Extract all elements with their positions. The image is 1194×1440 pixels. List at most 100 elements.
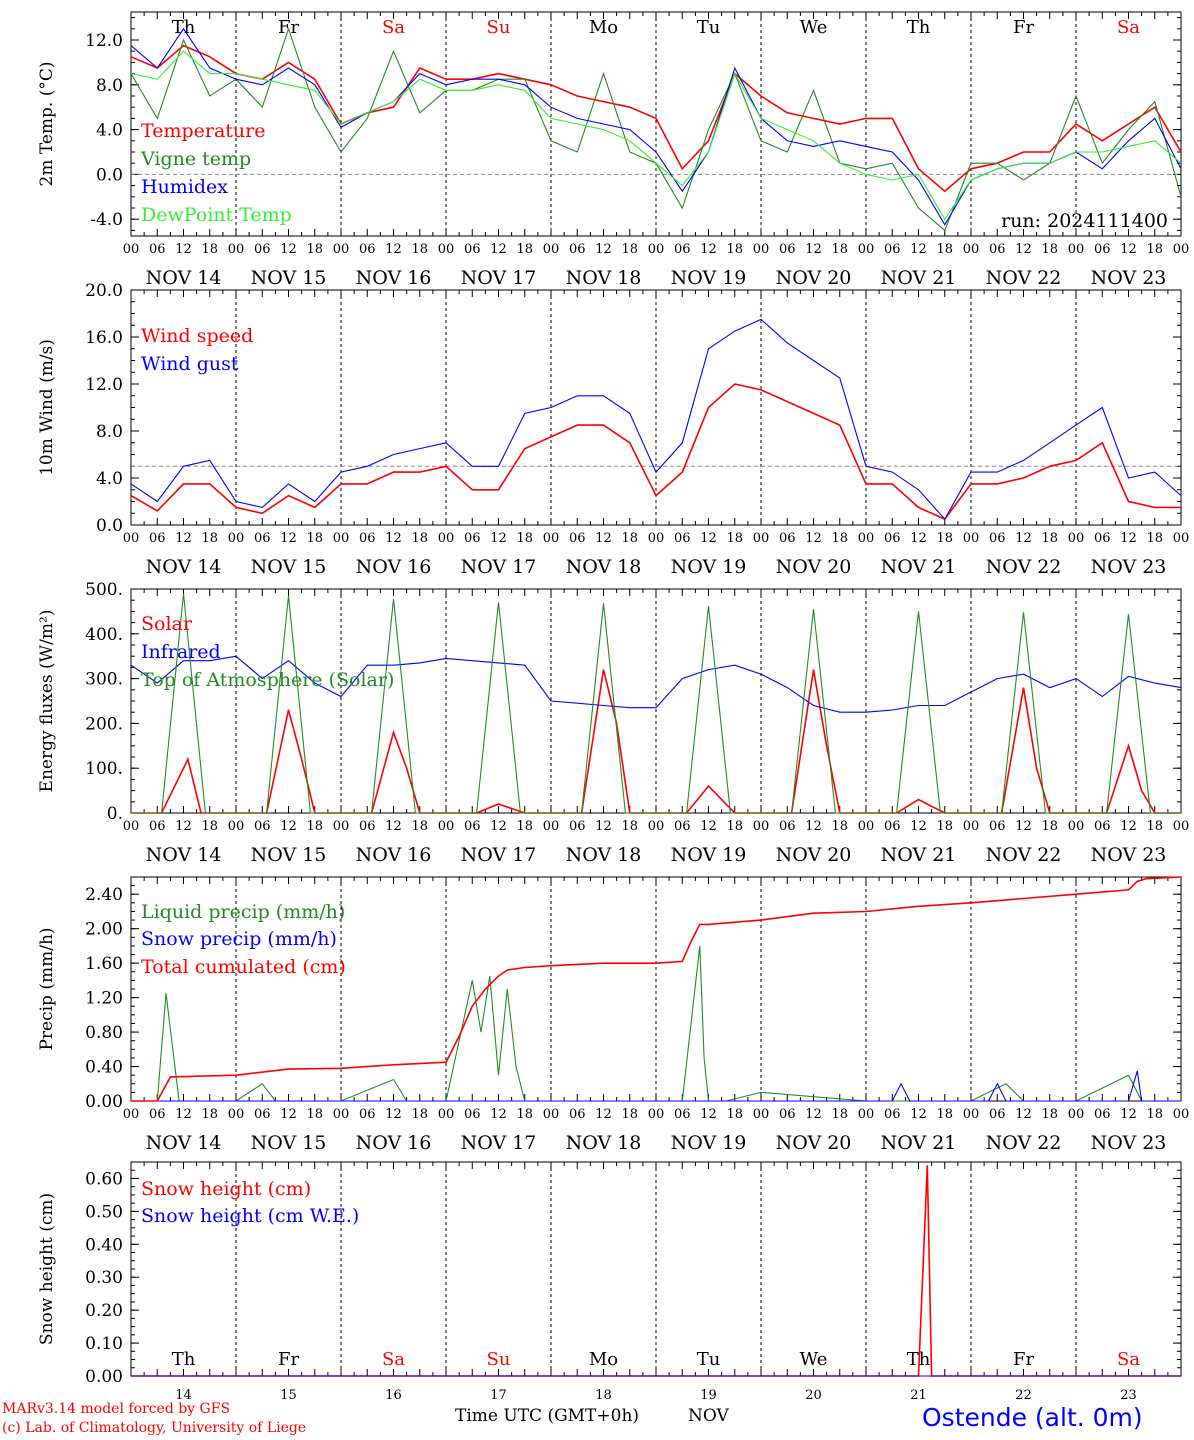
hour-label: 12: [805, 531, 822, 546]
hour-label: 00: [963, 531, 980, 546]
day-name-label: Th: [172, 1349, 196, 1370]
day-name-label: Sa: [382, 17, 405, 38]
date-label: NOV 19: [671, 1132, 747, 1154]
y-tick-label: 0.40: [85, 1235, 123, 1255]
hour-label: 00: [648, 1107, 665, 1122]
hour-label: 12: [175, 1107, 192, 1122]
hour-label: 12: [805, 1107, 822, 1122]
hour-label: 00: [123, 1107, 140, 1122]
hour-label: 06: [149, 1107, 166, 1122]
hour-label: 00: [753, 819, 770, 834]
series-total-cumulated-cm: [131, 876, 1182, 1102]
day-name-label: Th: [172, 17, 196, 38]
hour-label: 06: [674, 1107, 691, 1122]
hour-label: 00: [438, 242, 455, 257]
hour-label: 12: [385, 531, 402, 546]
hour-label: 00: [123, 819, 140, 834]
hour-label: 00: [1173, 242, 1190, 257]
hour-label: 00: [648, 819, 665, 834]
hour-label: 06: [884, 531, 901, 546]
day-name-label: Th: [907, 17, 931, 38]
date-label: NOV 21: [881, 556, 957, 578]
hour-label: 12: [280, 819, 297, 834]
date-label: NOV 14: [146, 556, 222, 578]
hour-label: 12: [1120, 242, 1137, 257]
hour-label: 06: [779, 1107, 796, 1122]
hour-label: 12: [1120, 531, 1137, 546]
date-label: NOV 16: [356, 844, 432, 866]
legend-entry: Humidex: [141, 176, 228, 198]
hour-label: 18: [306, 819, 323, 834]
date-label: NOV 16: [356, 1132, 432, 1154]
y-tick-label: 0.60: [85, 1169, 123, 1189]
legend-entry: Snow precip (mm/h): [141, 928, 337, 950]
hour-label: 06: [674, 531, 691, 546]
hour-label: 18: [411, 1107, 428, 1122]
hour-label: 18: [1146, 819, 1163, 834]
hour-label: 00: [543, 531, 560, 546]
date-label: NOV 20: [776, 556, 852, 578]
day-name-label: Su: [487, 1349, 511, 1370]
hour-label: 18: [411, 242, 428, 257]
hour-label: 06: [254, 1107, 271, 1122]
date-label: NOV 21: [881, 844, 957, 866]
hour-label: 18: [621, 1107, 638, 1122]
hour-label: 18: [936, 242, 953, 257]
hour-label: 18: [831, 242, 848, 257]
hour-label: 12: [175, 531, 192, 546]
hour-label: 00: [438, 819, 455, 834]
hour-label: 06: [779, 819, 796, 834]
panel-temp: -4.0 0.0 4.0 8.0 12.0 2m Temp. (°C) 00 06 12 18 00…: [37, 11, 1190, 289]
hour-label: 06: [254, 531, 271, 546]
y-tick-label: 0.30: [85, 1268, 123, 1288]
hour-label: 00: [1068, 1107, 1085, 1122]
hour-label: 18: [516, 242, 533, 257]
day-name-label: We: [800, 17, 828, 38]
hour-label: 18: [1041, 1107, 1058, 1122]
legend-entry: DewPoint Temp: [141, 204, 292, 226]
day-name-label: Sa: [382, 1349, 405, 1370]
hour-label: 06: [989, 1107, 1006, 1122]
hour-label: 12: [700, 1107, 717, 1122]
date-label: NOV 22: [986, 1132, 1062, 1154]
y-tick-label: 100.: [85, 759, 123, 779]
hour-label: 00: [1173, 819, 1190, 834]
date-label: NOV 22: [986, 844, 1062, 866]
hour-label: 00: [228, 242, 245, 257]
legend-entry: Total cumulated (cm): [141, 956, 346, 978]
hour-label: 18: [306, 1107, 323, 1122]
date-label: NOV 14: [146, 844, 222, 866]
hour-label: 06: [359, 1107, 376, 1122]
hour-label: 06: [464, 531, 481, 546]
y-tick-label: 1.60: [85, 954, 123, 974]
hour-label: 06: [254, 242, 271, 257]
hour-label: 18: [516, 531, 533, 546]
date-label: NOV 21: [881, 1132, 957, 1154]
date-label: NOV 18: [566, 267, 642, 289]
hour-label: 18: [936, 531, 953, 546]
day-number-label: 16: [385, 1388, 402, 1403]
credit-line-2: (c) Lab. of Climatology, University of L…: [2, 1420, 307, 1436]
legend-entry: Wind gust: [141, 353, 239, 375]
hour-label: 06: [779, 242, 796, 257]
date-label: NOV 17: [461, 844, 537, 866]
hour-label: 00: [123, 531, 140, 546]
series-infrared: [130, 655, 1182, 713]
hour-label: 18: [306, 531, 323, 546]
y-tick-label: 0.00: [85, 1092, 123, 1112]
y-tick-label: 16.0: [85, 328, 123, 348]
hour-label: 12: [490, 1107, 507, 1122]
day-name-label: Fr: [278, 1349, 299, 1370]
hour-label: 06: [464, 242, 481, 257]
day-name-label: Mo: [589, 17, 618, 38]
legend-entry: Infrared: [141, 641, 221, 663]
hour-label: 00: [858, 531, 875, 546]
hour-label: 18: [936, 819, 953, 834]
hour-label: 06: [569, 819, 586, 834]
hour-label: 00: [858, 1107, 875, 1122]
date-label: NOV 19: [671, 844, 747, 866]
date-label: NOV 15: [251, 1132, 327, 1154]
hour-label: 18: [1146, 1107, 1163, 1122]
hour-label: 06: [989, 242, 1006, 257]
day-number-label: 23: [1120, 1388, 1137, 1403]
